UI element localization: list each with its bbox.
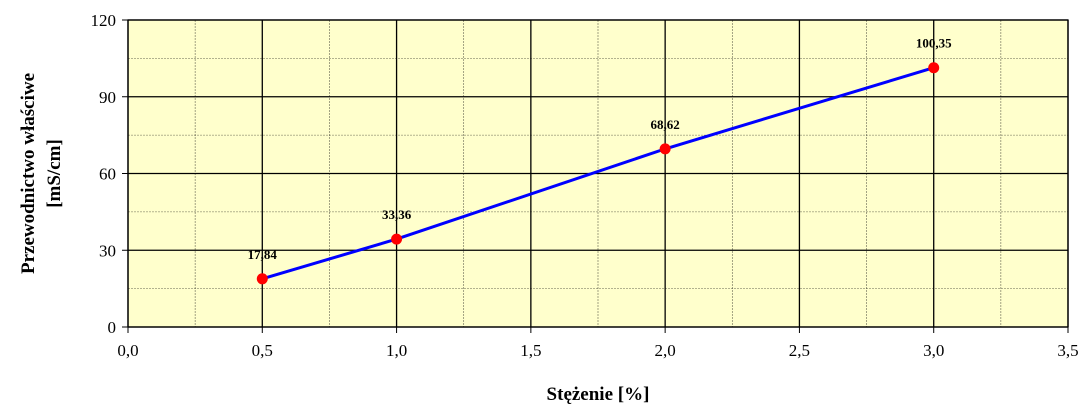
x-tick-label: 1,5: [520, 341, 541, 360]
data-labels: 17,84 33,36 68,62 100,35: [248, 36, 952, 262]
x-tick-label: 0,5: [252, 341, 273, 360]
data-label: 100,35: [916, 36, 952, 51]
y-tick-label: 30: [99, 241, 116, 260]
y-tick-label: 0: [108, 318, 117, 337]
data-label: 17,84: [248, 247, 278, 262]
y-tick-label: 60: [99, 165, 116, 184]
x-axis-tick-labels: 0,0 0,5 1,0 1,5 2,0 2,5 3,0 3,5: [117, 341, 1078, 360]
y-tick-label: 90: [99, 88, 116, 107]
y-tick-label: 120: [91, 11, 117, 30]
data-point: [928, 62, 940, 74]
y-axis-title-line1: Przewodnictwo właściwe: [18, 73, 39, 274]
x-tick-label: 3,5: [1057, 341, 1078, 360]
data-point: [659, 143, 671, 155]
series-group: [256, 62, 940, 285]
series-line: [261, 66, 935, 281]
x-tick-label: 2,0: [655, 341, 676, 360]
data-point: [391, 233, 403, 245]
y-axis-tick-labels: 0 30 60 90 120: [91, 11, 117, 337]
x-axis-title: Stężenie [%]: [547, 384, 650, 405]
x-tick-label: 3,0: [923, 341, 944, 360]
data-point: [256, 273, 268, 285]
axes: [122, 19, 1069, 333]
y-axis-title-line2: [mS/cm]: [44, 139, 65, 208]
x-tick-label: 0,0: [117, 341, 138, 360]
x-tick-label: 2,5: [789, 341, 810, 360]
x-tick-label: 1,0: [386, 341, 407, 360]
data-label: 68,62: [651, 117, 680, 132]
data-label: 33,36: [382, 207, 412, 222]
